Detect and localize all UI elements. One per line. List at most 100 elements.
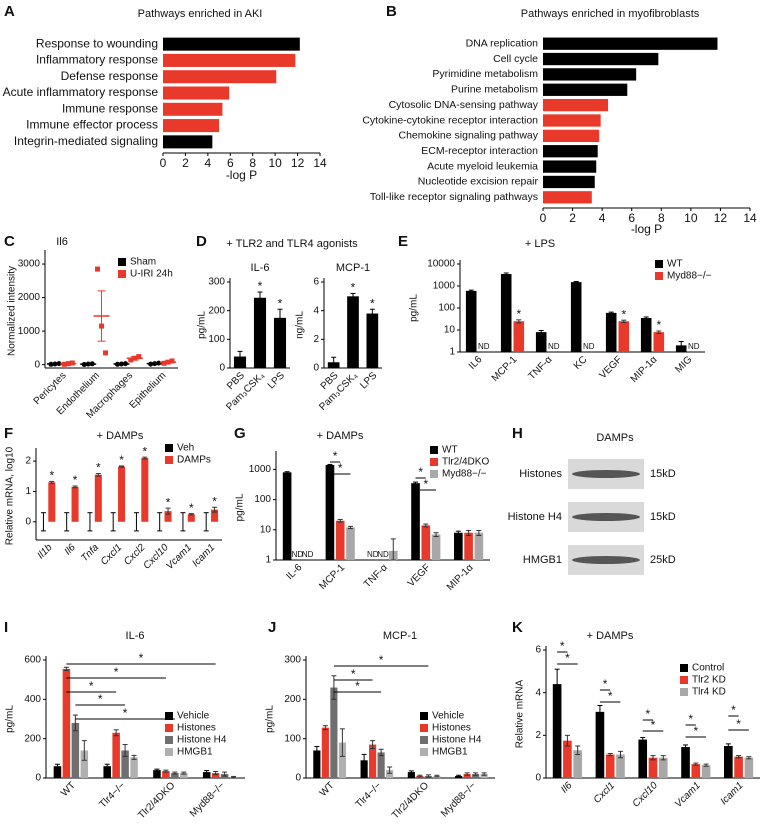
- x-tick-label: Il1b: [35, 542, 54, 561]
- bar: [605, 754, 615, 778]
- bar: [638, 739, 648, 778]
- legend-label: Control: [692, 663, 724, 674]
- comparison-star: *: [89, 679, 94, 693]
- comparison-star: *: [736, 717, 741, 731]
- comparison-star: *: [560, 639, 565, 653]
- x-tick-label: 8: [249, 156, 256, 170]
- legend-swatch: [430, 446, 438, 454]
- y-tick-label: 100: [254, 494, 271, 505]
- y-tick-label: 0: [535, 773, 541, 784]
- y-tick-label: 300: [284, 655, 301, 666]
- bar: [335, 520, 345, 560]
- y-tick-label: 200: [208, 305, 225, 316]
- bar: [543, 114, 601, 127]
- comparison-star: *: [98, 692, 103, 706]
- panel-letter: H: [512, 425, 523, 442]
- category-label: Chemokine signaling pathway: [399, 130, 539, 142]
- significance-star: *: [258, 279, 263, 293]
- x-tick-label: Tlr4−/−: [354, 780, 384, 810]
- panel-letter: G: [234, 425, 246, 442]
- x-tick-label: IL6: [467, 354, 485, 372]
- bar: [407, 772, 415, 778]
- bar: [543, 83, 628, 96]
- bar: [386, 770, 394, 778]
- comparison-star: *: [123, 706, 128, 720]
- bar: [653, 332, 665, 352]
- comparison-star: *: [646, 707, 651, 721]
- bar: [691, 764, 701, 778]
- bar: [330, 687, 338, 778]
- y-tick-label: 600: [24, 655, 41, 666]
- y-tick-label: 300: [208, 277, 225, 288]
- legend-label: Veh: [177, 443, 194, 454]
- panel-letter: C: [4, 233, 15, 250]
- bar: [338, 742, 346, 778]
- y-tick-label: 1000: [433, 281, 456, 292]
- legend-label: WT: [442, 445, 458, 456]
- y-tick-label: 200: [24, 733, 41, 744]
- x-tick-label: Vcam1: [164, 542, 194, 572]
- x-tick-label: 10: [684, 211, 698, 225]
- x-tick-label: 4: [599, 211, 606, 225]
- bar: [141, 458, 149, 522]
- comparison-star: *: [351, 667, 356, 681]
- bar: [282, 472, 292, 560]
- x-tick-label: Cxcl10: [631, 780, 661, 810]
- x-tick-label: MIP-1α: [445, 562, 476, 593]
- x-tick-label: 12: [714, 211, 728, 225]
- legend-swatch: [118, 258, 126, 266]
- legend-label: Vehicle: [432, 711, 465, 722]
- bar: [543, 98, 609, 112]
- legend-label: Sham: [130, 257, 156, 268]
- comparison-star: *: [418, 465, 423, 479]
- legend-label: DAMPs: [177, 455, 211, 466]
- panel-letter: E: [398, 233, 408, 250]
- legend-swatch: [430, 470, 438, 478]
- comparison-star: *: [139, 651, 144, 665]
- x-tick-label: 2: [182, 156, 189, 170]
- bar: [573, 750, 582, 778]
- chart-header: + DAMPs: [317, 430, 364, 442]
- bar: [616, 754, 625, 778]
- bar: [474, 532, 484, 560]
- chart-title: Pathways enriched in AKI: [138, 8, 263, 20]
- x-tick-label: Tlr4−/−: [97, 780, 127, 810]
- legend-label: Tlr2/4DKO: [442, 457, 489, 468]
- category-label: Defense response: [61, 69, 159, 83]
- panel-letter: D: [196, 233, 207, 250]
- bar: [543, 37, 718, 50]
- legend-swatch: [655, 272, 663, 280]
- category-label: Pyrimidine metabolism: [432, 68, 538, 80]
- x-tick-label: LPS: [266, 370, 287, 391]
- legend-label: HMGB1: [432, 747, 468, 758]
- bar: [313, 750, 321, 778]
- category-label: Cytokine-cytokine receptor interaction: [362, 114, 538, 126]
- x-tick-label: 0: [160, 156, 167, 170]
- y-tick-label: 10000: [427, 259, 455, 270]
- x-tick-label: VEGF: [597, 354, 624, 381]
- x-tick-label: LPS: [358, 370, 379, 391]
- band-name: Histone H4: [508, 511, 562, 523]
- legend-label: Histones: [177, 723, 216, 734]
- band-name: Histones: [519, 468, 562, 480]
- y-tick-label: 10: [260, 524, 272, 535]
- legend-swatch: [430, 458, 438, 466]
- significance-star: *: [621, 307, 626, 321]
- bar: [570, 282, 582, 352]
- chart-title: Pathways enriched in myofibroblasts: [521, 8, 700, 20]
- x-tick-label: 4: [205, 156, 212, 170]
- legend-swatch: [420, 736, 428, 744]
- y-tick-label: 6: [535, 645, 541, 656]
- x-tick-label: 0: [540, 211, 547, 225]
- legend-swatch: [420, 712, 428, 720]
- x-tick-label: 12: [291, 156, 305, 170]
- chart-title: IL-6: [251, 262, 270, 274]
- comparison-star: *: [608, 689, 613, 703]
- x-tick-label: Myd88−/−: [188, 780, 227, 819]
- chart-title: IL-6: [126, 630, 145, 642]
- band-size: 15kD: [650, 511, 676, 523]
- y-tick-label: 100: [284, 733, 301, 744]
- bar: [211, 773, 220, 778]
